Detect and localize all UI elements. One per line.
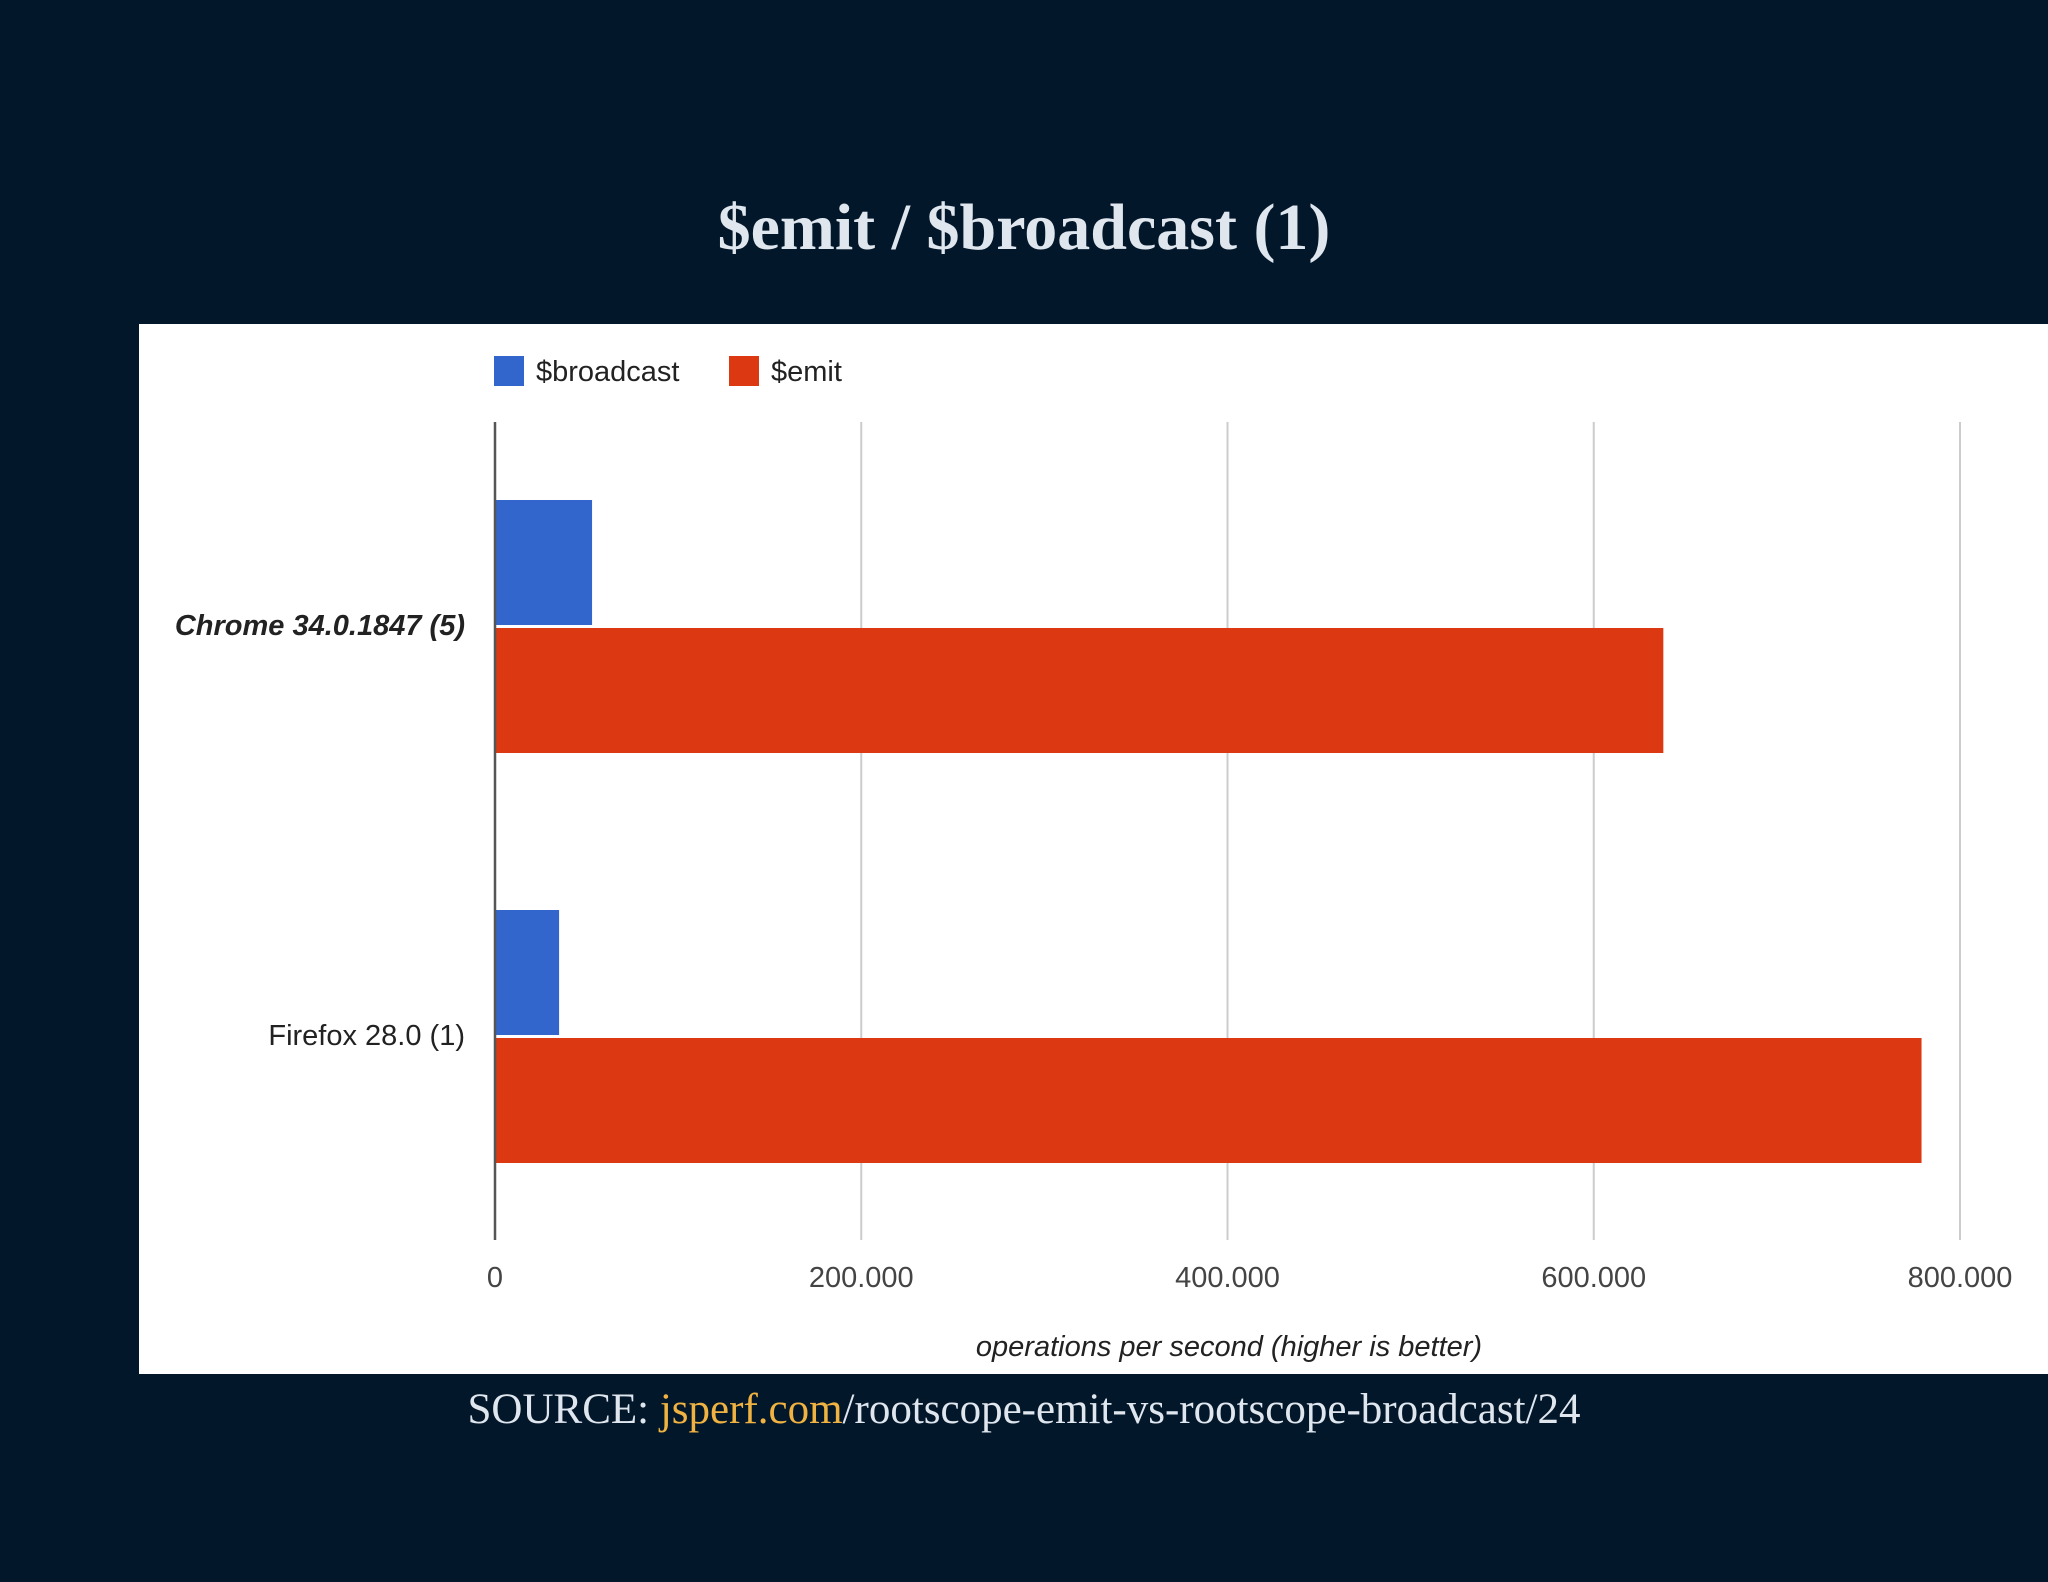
bar-broadcast-0 <box>495 500 593 625</box>
slide-title: $emit / $broadcast (1) <box>717 191 1331 264</box>
legend-label: $broadcast <box>536 356 680 388</box>
bar-emit-0 <box>495 628 1664 753</box>
category-label: Firefox 28.0 (1) <box>268 1020 465 1052</box>
legend-label: $emit <box>771 356 842 388</box>
x-tick-label: 800.000 <box>1908 1262 2013 1294</box>
x-axis-label: operations per second (higher is better) <box>976 1331 1482 1363</box>
x-tick-label: 600.000 <box>1541 1262 1646 1294</box>
legend: $broadcast $emit <box>494 356 842 388</box>
x-tick-label: 200.000 <box>809 1262 914 1294</box>
axes: 0 200.000 400.000 600.000 800.000 Chrome 34.0… <box>175 422 2013 1363</box>
source-link[interactable]: jsperf.com <box>659 1386 843 1433</box>
source-line: SOURCE: jsperf.com/rootscope-emit-vs-roo… <box>0 1385 2048 1434</box>
x-tick-label: 400.000 <box>1175 1262 1280 1294</box>
bar-broadcast-1 <box>495 910 560 1035</box>
bars <box>495 500 1922 1163</box>
bar-emit-1 <box>495 1038 1922 1163</box>
chart-panel: 0 200.000 400.000 600.000 800.000 Chrome 34.0… <box>139 324 2048 1374</box>
source-prefix: SOURCE: <box>467 1386 660 1433</box>
category-label: Chrome 34.0.1847 (5) <box>175 610 465 642</box>
bar-chart: 0 200.000 400.000 600.000 800.000 Chrome 34.0… <box>175 356 2013 1363</box>
legend-swatch <box>494 356 524 386</box>
x-tick-label: 0 <box>487 1262 503 1294</box>
source-path: /rootscope-emit-vs-rootscope-broadcast/2… <box>842 1386 1581 1433</box>
legend-swatch <box>729 356 759 386</box>
